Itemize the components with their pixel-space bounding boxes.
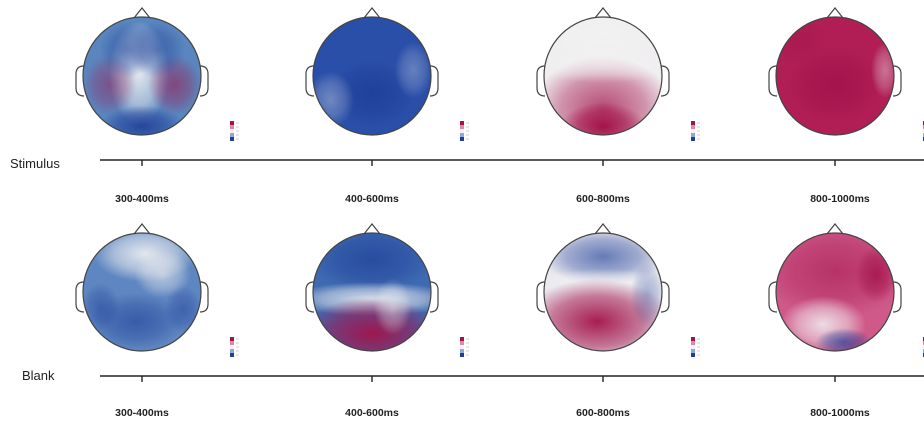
- nose: [133, 223, 151, 235]
- nose: [594, 7, 612, 19]
- color-legend: [460, 337, 469, 357]
- right-ear: [892, 281, 902, 313]
- time-label-blank-2: 400-600ms: [345, 407, 399, 419]
- left-ear: [768, 281, 778, 313]
- left-ear: [75, 65, 85, 97]
- right-ear: [429, 281, 439, 313]
- head-map-blank-4: [768, 223, 924, 357]
- row-label-stimulus: Stimulus: [10, 156, 60, 171]
- nose: [826, 223, 844, 235]
- head-map-blank-3: [536, 223, 700, 357]
- color-legend: [691, 121, 700, 141]
- time-label-blank-1: 300-400ms: [115, 407, 169, 419]
- left-ear: [305, 65, 315, 97]
- nose: [826, 7, 844, 19]
- right-ear: [199, 65, 209, 97]
- head-map-stimulus-2: [305, 7, 469, 141]
- right-ear: [660, 65, 670, 97]
- head-outline: [312, 232, 432, 352]
- color-legend: [460, 121, 469, 141]
- right-ear: [199, 281, 209, 313]
- left-ear: [75, 281, 85, 313]
- time-label-blank-3: 600-800ms: [576, 407, 630, 419]
- nose: [594, 223, 612, 235]
- scalp-map: [544, 233, 662, 351]
- color-legend: [691, 337, 700, 357]
- time-label-stimulus-1: 300-400ms: [115, 193, 169, 205]
- time-label-blank-4: 800-1000ms: [810, 407, 870, 419]
- scalp-map: [83, 17, 201, 135]
- scalp-map: [776, 233, 894, 351]
- nose: [363, 7, 381, 19]
- scalp-map: [313, 233, 431, 351]
- time-label-stimulus-3: 600-800ms: [576, 193, 630, 205]
- right-ear: [429, 65, 439, 97]
- time-label-stimulus-4: 800-1000ms: [810, 193, 870, 205]
- head-map-blank-1: [75, 223, 239, 357]
- right-ear: [660, 281, 670, 313]
- color-legend: [230, 121, 239, 141]
- head-map-stimulus-1: [75, 7, 239, 141]
- timeline-axis-2: [100, 375, 924, 382]
- timeline-axis-1: [100, 159, 924, 166]
- head-outline: [82, 16, 202, 136]
- nose: [133, 7, 151, 19]
- head-outline: [312, 16, 432, 136]
- head-outline: [775, 16, 895, 136]
- left-ear: [768, 65, 778, 97]
- head-map-stimulus-3: [536, 7, 700, 141]
- left-ear: [536, 65, 546, 97]
- color-legend: [230, 337, 239, 357]
- scalp-map: [776, 17, 894, 135]
- right-ear: [892, 65, 902, 97]
- nose: [363, 223, 381, 235]
- head-outline: [543, 16, 663, 136]
- scalp-map: [544, 17, 662, 135]
- left-ear: [536, 281, 546, 313]
- time-label-stimulus-2: 400-600ms: [345, 193, 399, 205]
- scalp-map: [313, 17, 431, 135]
- head-map-blank-2: [305, 223, 469, 357]
- scalp-map: [83, 233, 201, 351]
- left-ear: [305, 281, 315, 313]
- head-map-stimulus-4: [768, 7, 924, 141]
- row-label-blank: Blank: [22, 368, 55, 383]
- head-outline: [82, 232, 202, 352]
- head-outline: [775, 232, 895, 352]
- head-outline: [543, 232, 663, 352]
